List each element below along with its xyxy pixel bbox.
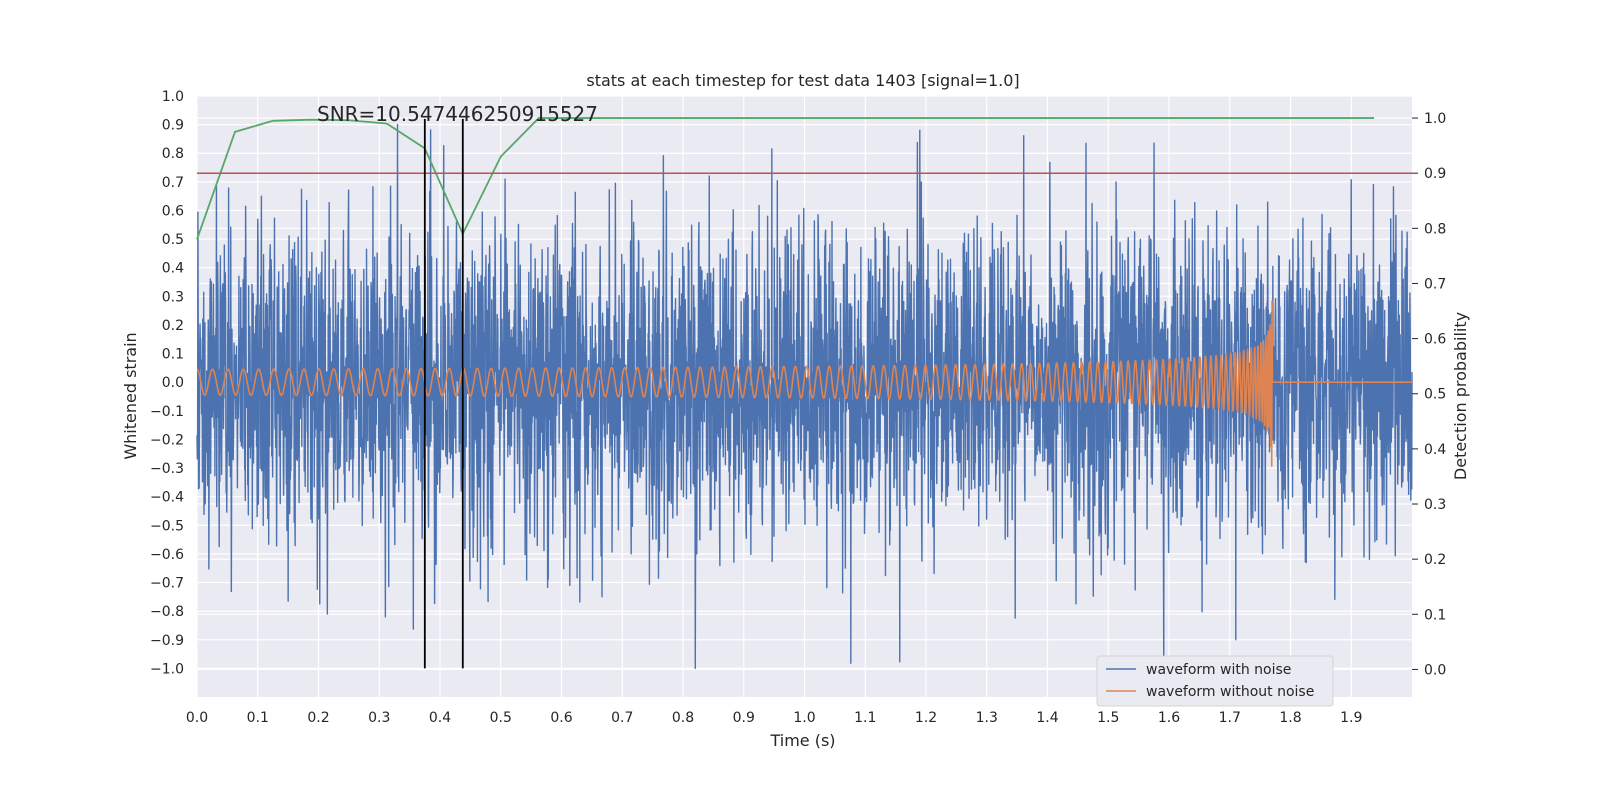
- y-tick-2: 0.8: [162, 146, 184, 162]
- y2-tick-8: 0.2: [1424, 552, 1446, 568]
- y-tick-5: 0.5: [162, 232, 184, 248]
- x-tick-10: 1.0: [793, 710, 815, 726]
- y2-tick-10: 0.0: [1424, 662, 1446, 678]
- x-tick-17: 1.7: [1219, 710, 1241, 726]
- y2-tick-4: 0.6: [1424, 332, 1446, 348]
- y-tick-14: −0.4: [150, 490, 184, 506]
- x-axis-label: Time (s): [769, 731, 835, 750]
- series-waveform-without-noise: [196, 300, 1412, 467]
- x-tick-8: 0.8: [672, 710, 694, 726]
- y-tick-6: 0.4: [162, 261, 184, 277]
- y2-axis-label: Detection probability: [1451, 312, 1470, 480]
- x-tick-18: 1.8: [1279, 710, 1301, 726]
- y-tick-4: 0.6: [162, 203, 184, 219]
- y-tick-9: 0.1: [162, 347, 184, 363]
- y-tick-16: −0.6: [150, 547, 184, 563]
- series-detection-probability: [196, 117, 1375, 240]
- y2-tick-6: 0.4: [1424, 442, 1446, 458]
- y2-tick-5: 0.5: [1424, 387, 1446, 403]
- x-tick-labels: 0.0 0.1 0.2 0.3 0.4 0.5 0.6 0.7 0.8 0.9 1.0 1.1 1.2 1…: [186, 710, 1363, 726]
- y-tick-0: 1.0: [162, 89, 184, 105]
- y2-tick-3: 0.7: [1424, 276, 1446, 292]
- y-tick-19: −0.9: [150, 633, 184, 649]
- probability-line: [196, 117, 1375, 240]
- chart-title: stats at each timestep for test data 140…: [586, 71, 1019, 90]
- x-tick-1: 0.1: [247, 710, 269, 726]
- y2-tick-7: 0.3: [1424, 497, 1446, 513]
- y-tick-20: −1.0: [150, 661, 184, 677]
- y-tick-1: 0.9: [162, 118, 184, 134]
- y-axis-label: Whitened strain: [121, 332, 140, 459]
- x-tick-11: 1.1: [854, 710, 876, 726]
- y2-tick-1: 0.9: [1424, 166, 1446, 182]
- y-tick-12: −0.2: [150, 432, 184, 448]
- x-tick-5: 0.5: [490, 710, 512, 726]
- y-tick-18: −0.8: [150, 604, 184, 620]
- x-tick-12: 1.2: [915, 710, 937, 726]
- y-tick-labels: 1.0 0.9 0.8 0.7 0.6 0.5 0.4 0.3 0.2 0.1 0.0 −0.1 −0.…: [150, 89, 184, 677]
- y-tick-15: −0.5: [150, 518, 184, 534]
- legend-label-clean: waveform without noise: [1146, 684, 1314, 700]
- legend: waveform with noise waveform without noi…: [1096, 655, 1334, 707]
- y2-tick-9: 0.1: [1424, 607, 1446, 623]
- y2-tick-0: 1.0: [1424, 111, 1446, 127]
- y-tick-3: 0.7: [162, 175, 184, 191]
- x-tick-16: 1.6: [1158, 710, 1180, 726]
- y-tick-7: 0.3: [162, 289, 184, 305]
- y2-tick-2: 0.8: [1424, 221, 1446, 237]
- y-tick-13: −0.3: [150, 461, 184, 477]
- x-tick-7: 0.7: [611, 710, 633, 726]
- y2-tick-labels: 1.0 0.9 0.8 0.7 0.6 0.5 0.4 0.3 0.2 0.1 0.0: [1412, 111, 1446, 678]
- x-tick-0: 0.0: [186, 710, 208, 726]
- x-tick-6: 0.6: [550, 710, 572, 726]
- y-tick-8: 0.2: [162, 318, 184, 334]
- y-tick-10: 0.0: [162, 375, 184, 391]
- x-tick-14: 1.4: [1036, 710, 1058, 726]
- legend-box: [1096, 655, 1334, 707]
- x-tick-2: 0.2: [307, 710, 329, 726]
- legend-label-noise: waveform with noise: [1146, 662, 1291, 678]
- x-tick-9: 0.9: [733, 710, 755, 726]
- vertical-markers: [423, 118, 464, 669]
- snr-annotation: SNR=10.547446250915527: [317, 102, 598, 126]
- x-tick-13: 1.3: [976, 710, 998, 726]
- x-tick-3: 0.3: [368, 710, 390, 726]
- x-tick-15: 1.5: [1097, 710, 1119, 726]
- x-tick-19: 1.9: [1340, 710, 1362, 726]
- y-tick-17: −0.7: [150, 576, 184, 592]
- y-tick-11: −0.1: [150, 404, 184, 420]
- x-tick-4: 0.4: [429, 710, 451, 726]
- chirp-line: [196, 300, 1412, 467]
